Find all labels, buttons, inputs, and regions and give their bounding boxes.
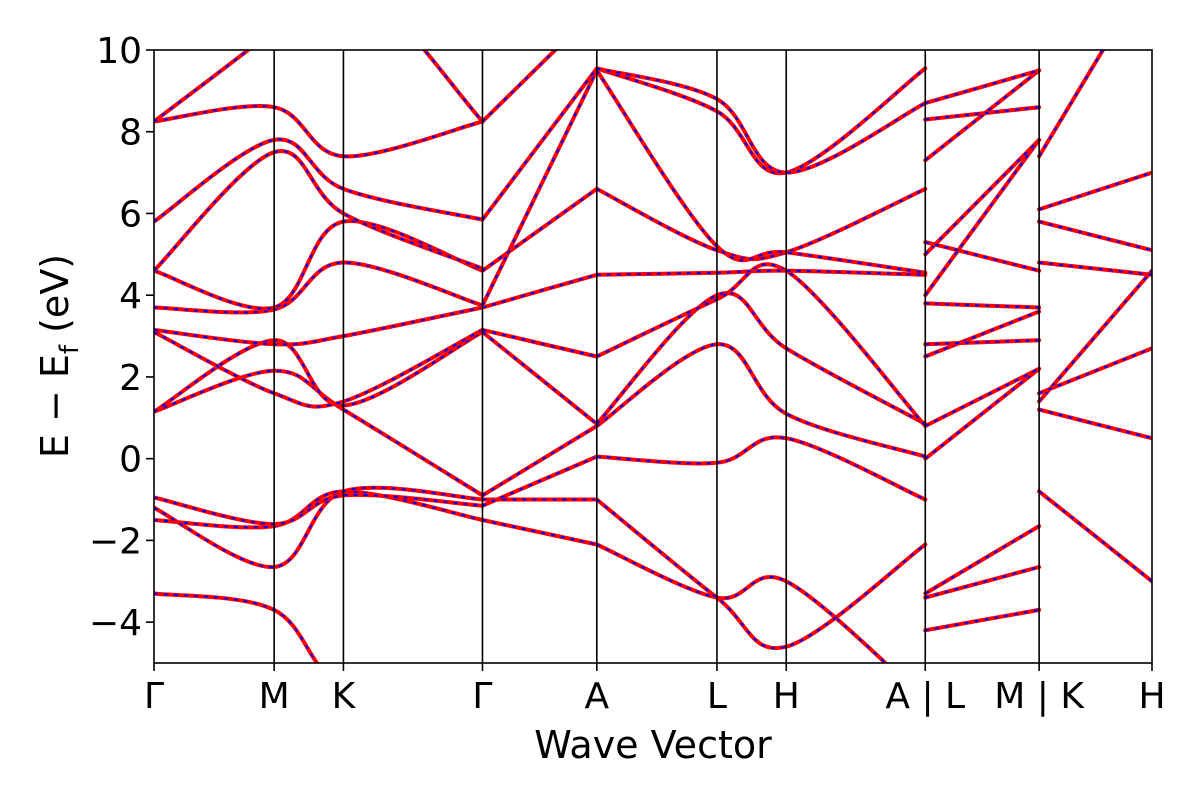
- y-tick-label: 0: [119, 440, 142, 481]
- band-line-red: [594, 68, 928, 275]
- band-line-red: [594, 497, 928, 651]
- band-line-red: [480, 66, 599, 222]
- y-axis: −4 −2 0 2 4 6 8 10: [89, 31, 154, 644]
- band-line-red: [1037, 407, 1152, 441]
- band-line-red: [480, 518, 599, 547]
- band-line-blue-dashed: [481, 188, 598, 272]
- y-axis-label-main: E − E: [33, 354, 77, 458]
- x-axis-label: Wave Vector: [534, 723, 772, 767]
- band-line-blue-dashed: [924, 69, 1040, 162]
- band-line-blue-dashed: [481, 69, 598, 306]
- band-line-red: [923, 68, 1042, 106]
- band-line-red: [923, 137, 1042, 298]
- band-line-blue-dashed: [154, 306, 483, 346]
- x-tick-label: Γ: [144, 676, 164, 717]
- band-line-red: [923, 240, 1042, 273]
- x-tick-label: K: [332, 676, 357, 717]
- x-tick-label: M | K: [994, 676, 1085, 717]
- x-tick-label: A: [584, 676, 609, 717]
- y-tick-label: 10: [96, 31, 142, 72]
- x-tick-label: L: [707, 676, 727, 717]
- band-line-blue-dashed: [154, 493, 483, 526]
- band-line-blue-dashed: [595, 69, 926, 274]
- y-tick-label: −4: [89, 603, 142, 644]
- band-line-red: [1037, 50, 1106, 159]
- band-line-blue-dashed: [154, 50, 484, 123]
- band-line-red: [154, 305, 485, 347]
- band-line-blue-dashed: [596, 343, 926, 458]
- band-line-blue-dashed: [1038, 347, 1152, 395]
- band-line-blue-dashed: [1038, 171, 1152, 211]
- band-line-red: [923, 565, 1042, 600]
- band-line-red: [923, 607, 1042, 633]
- band-line-red: [594, 186, 928, 262]
- band-line-red: [923, 105, 1042, 122]
- band-line-blue-dashed: [481, 331, 598, 425]
- band-line-red: [923, 301, 1042, 310]
- band-line-blue-dashed: [596, 498, 926, 650]
- band-line-red: [594, 262, 928, 428]
- band-line-blue-dashed: [154, 331, 483, 413]
- band-line-red: [1037, 268, 1152, 404]
- band-line-red: [1037, 219, 1152, 253]
- band-line-red: [1037, 260, 1152, 277]
- band-line-red: [480, 327, 599, 359]
- band-line-red: [923, 338, 1042, 347]
- y-axis-label: E − Ef (eV): [33, 254, 85, 458]
- band-line-blue-dashed: [596, 292, 926, 425]
- band-line-blue-dashed: [596, 67, 926, 175]
- band-line-red: [154, 260, 485, 315]
- y-tick-label: 4: [119, 276, 142, 317]
- y-axis-label-sub: f: [55, 344, 85, 354]
- band-line-red: [594, 66, 928, 175]
- band-line-blue-dashed: [596, 187, 926, 261]
- band-line-red: [154, 149, 485, 273]
- band-line-red: [594, 291, 928, 426]
- plot-area: [154, 50, 1152, 663]
- band-line-blue-dashed: [924, 310, 1040, 358]
- band-line-blue-dashed: [1038, 50, 1105, 157]
- band-line-red: [154, 219, 485, 311]
- band-line-blue-dashed: [596, 263, 927, 427]
- x-tick-label: A | L: [885, 676, 965, 717]
- band-line-red: [594, 268, 928, 277]
- band-line-blue-dashed: [924, 525, 1040, 595]
- band-line-red: [154, 137, 485, 224]
- band-line-blue-dashed: [154, 105, 483, 158]
- band-line-red: [154, 368, 485, 498]
- band-line-blue-dashed: [596, 269, 926, 276]
- band-line-blue-dashed: [154, 592, 319, 663]
- band-line-blue-dashed: [482, 455, 598, 507]
- band-line-red: [154, 104, 485, 159]
- band-line-blue-dashed: [154, 220, 483, 310]
- x-tick-label: H: [773, 676, 800, 717]
- band-line-red: [154, 591, 320, 663]
- band-line-blue-dashed: [154, 329, 483, 408]
- y-tick-label: 2: [119, 358, 142, 399]
- band-line-red: [594, 435, 928, 502]
- y-tick-label: 6: [119, 194, 142, 235]
- x-axis: Γ M K Γ A L H A | L M | K H: [144, 663, 1166, 717]
- y-tick-label: −2: [89, 521, 142, 562]
- y-axis-label-unit: (eV): [33, 254, 77, 345]
- band-line-blue-dashed: [596, 436, 926, 501]
- band-line-blue-dashed: [924, 367, 1040, 427]
- y-tick-label: 8: [119, 113, 142, 154]
- x-tick-label: Γ: [472, 676, 492, 717]
- band-line-red: [154, 330, 485, 414]
- x-tick-label: M: [259, 676, 290, 717]
- band-line-blue-dashed: [481, 425, 598, 497]
- band-line-blue-dashed: [154, 138, 483, 223]
- high-symmetry-lines: [273, 50, 1040, 663]
- band-line-blue-dashed: [482, 273, 598, 309]
- band-line-blue-dashed: [154, 490, 483, 529]
- x-tick-label: H: [1138, 676, 1165, 717]
- band-line-red: [594, 542, 889, 663]
- band-line-blue-dashed: [924, 368, 1040, 460]
- band-line-red: [154, 485, 485, 570]
- band-line-blue-dashed: [1038, 490, 1152, 583]
- band-line-blue-dashed: [481, 50, 557, 123]
- plot-frame: [153, 49, 1153, 664]
